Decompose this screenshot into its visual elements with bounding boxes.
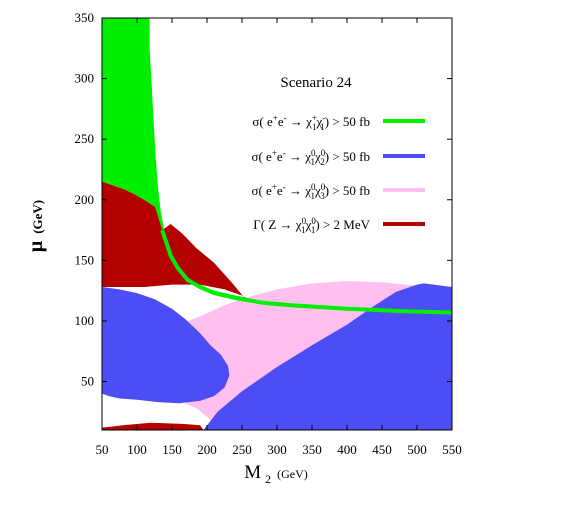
- y-tick-label: 50: [81, 374, 94, 389]
- y-tick-label: 350: [75, 10, 95, 25]
- plot-regions: [102, 18, 452, 430]
- region-z-width-2: [102, 422, 204, 430]
- legend-label-1: σ( e+e- → χ+ 1χ-1) > 50 fb: [252, 113, 370, 132]
- chart-title: Scenario 24: [280, 75, 352, 91]
- axis-tick-labels: 50 100 150 200 250 300 350 400 450 500 550 50 100 150…: [75, 10, 462, 457]
- x-tick-label: 500: [407, 442, 427, 457]
- x-tick-label: 550: [442, 442, 462, 457]
- x-axis-label-sub: 2: [265, 472, 271, 486]
- x-tick-label: 300: [267, 442, 287, 457]
- legend-label-4: Γ( Z → χ0 1χ0 1) > 2 MeV: [253, 216, 370, 235]
- y-axis-label: μ (GeV): [25, 200, 47, 252]
- x-axis-label: M 2 (GeV): [244, 462, 308, 487]
- x-tick-label: 350: [302, 442, 322, 457]
- y-tick-label: 200: [75, 192, 95, 207]
- region-chargino-pair: [102, 18, 452, 314]
- x-tick-label: 150: [162, 442, 182, 457]
- y-axis-label-unit: (GeV): [30, 200, 45, 234]
- x-tick-label: 450: [372, 442, 392, 457]
- boundary-chargino-pair: [160, 229, 452, 315]
- legend: σ( e+e- → χ+ 1χ-1) > 50 fb σ( e+e- → χ0 1χ0…: [251, 113, 425, 235]
- legend-label-2: σ( e+e- → χ0 1χ0 2) > 50 fb: [251, 148, 370, 167]
- y-tick-label: 250: [75, 131, 95, 146]
- x-tick-label: 250: [232, 442, 252, 457]
- y-tick-label: 150: [75, 252, 95, 267]
- x-tick-label: 200: [197, 442, 217, 457]
- region-neutralino-12-1: [102, 287, 230, 404]
- region-neutralino-12-2: [203, 283, 452, 430]
- x-axis-label-main: M: [244, 462, 261, 483]
- x-tick-label: 100: [127, 442, 147, 457]
- x-tick-label: 50: [96, 442, 109, 457]
- y-tick-label: 100: [75, 313, 95, 328]
- y-tick-label: 300: [75, 71, 95, 86]
- x-tick-label: 400: [337, 442, 357, 457]
- x-axis-label-unit: (GeV): [277, 467, 308, 481]
- legend-label-3: σ( e+e- → χ0 1χ0 3) > 50 fb: [251, 182, 370, 201]
- y-axis-label-main: μ: [25, 240, 47, 252]
- axis-ticks: [101, 17, 453, 430]
